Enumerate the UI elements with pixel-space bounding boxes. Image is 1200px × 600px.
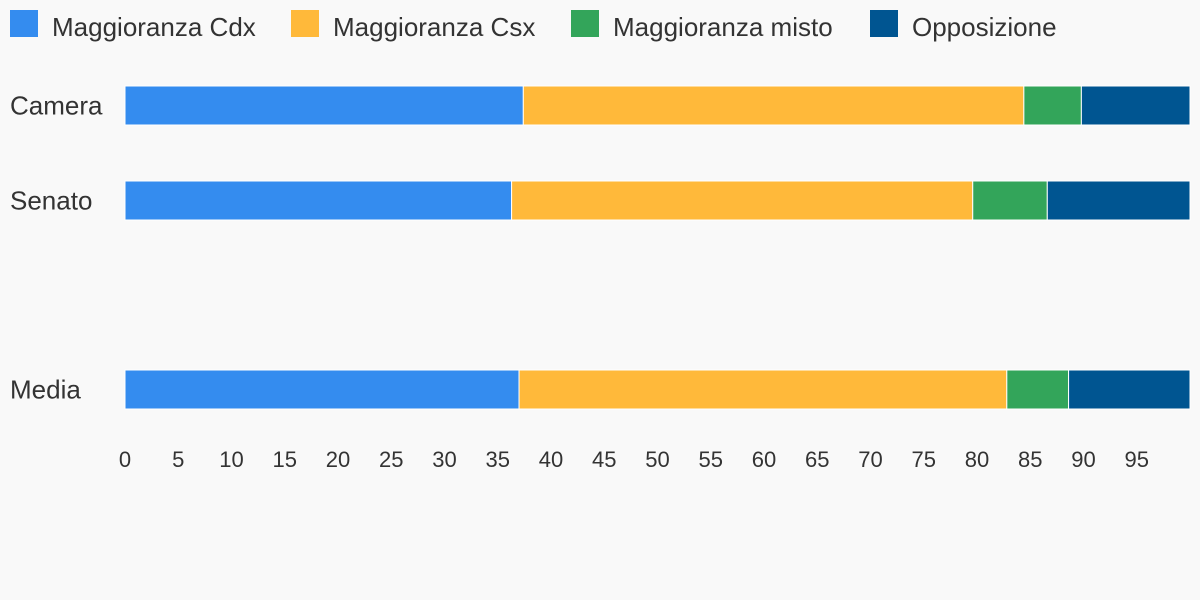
chart-legend: Maggioranza Cdx Maggioranza Csx Maggioranz… — [10, 10, 1057, 42]
legend-swatch-3 — [870, 10, 898, 37]
bar-1-0 — [124, 180, 513, 221]
bar-0-0 — [124, 85, 524, 126]
category-label-0: Camera — [10, 91, 103, 121]
x-tick-label-5: 25 — [379, 447, 403, 472]
x-tick-label-9: 45 — [592, 447, 616, 472]
x-tick-label-8: 40 — [539, 447, 563, 472]
legend-swatch-0 — [10, 10, 38, 37]
legend-label-3: Opposizione — [912, 12, 1057, 42]
x-tick-label-12: 60 — [752, 447, 776, 472]
bar-0-2 — [1023, 85, 1082, 126]
x-tick-label-10: 50 — [645, 447, 669, 472]
x-tick-label-1: 5 — [172, 447, 184, 472]
bar-0-3 — [1080, 85, 1191, 126]
bar-1-2 — [972, 180, 1048, 221]
bars-area — [124, 85, 1191, 410]
bar-3-3 — [1068, 369, 1191, 410]
x-tick-label-7: 35 — [486, 447, 510, 472]
legend-swatch-2 — [571, 10, 599, 37]
bar-3-2 — [1006, 369, 1070, 410]
x-tick-label-18: 90 — [1071, 447, 1095, 472]
x-tick-label-11: 55 — [699, 447, 723, 472]
x-tick-label-0: 0 — [119, 447, 131, 472]
legend-label-0: Maggioranza Cdx — [52, 12, 256, 42]
bar-1-3 — [1046, 180, 1191, 221]
category-label-3: Media — [10, 375, 81, 405]
bar-0-1 — [522, 85, 1025, 126]
legend-swatch-1 — [291, 10, 319, 37]
x-tick-label-16: 80 — [965, 447, 989, 472]
x-tick-label-19: 95 — [1125, 447, 1149, 472]
category-labels: Camera Senato Media — [10, 91, 103, 405]
legend-label-2: Maggioranza misto — [613, 12, 833, 42]
category-label-1: Senato — [10, 186, 92, 216]
x-tick-label-3: 15 — [273, 447, 297, 472]
x-tick-label-4: 20 — [326, 447, 350, 472]
x-tick-label-2: 10 — [219, 447, 243, 472]
bar-3-0 — [124, 369, 520, 410]
x-tick-label-6: 30 — [432, 447, 456, 472]
legend-label-1: Maggioranza Csx — [333, 12, 535, 42]
x-tick-label-14: 70 — [858, 447, 882, 472]
x-tick-label-15: 75 — [912, 447, 936, 472]
bar-3-1 — [518, 369, 1008, 410]
bar-1-1 — [511, 180, 974, 221]
x-axis: 0 5 10 15 20 25 30 35 40 45 50 55 60 65 70 75 80 85 90 95 — [119, 447, 1149, 472]
x-tick-label-13: 65 — [805, 447, 829, 472]
x-tick-label-17: 85 — [1018, 447, 1042, 472]
